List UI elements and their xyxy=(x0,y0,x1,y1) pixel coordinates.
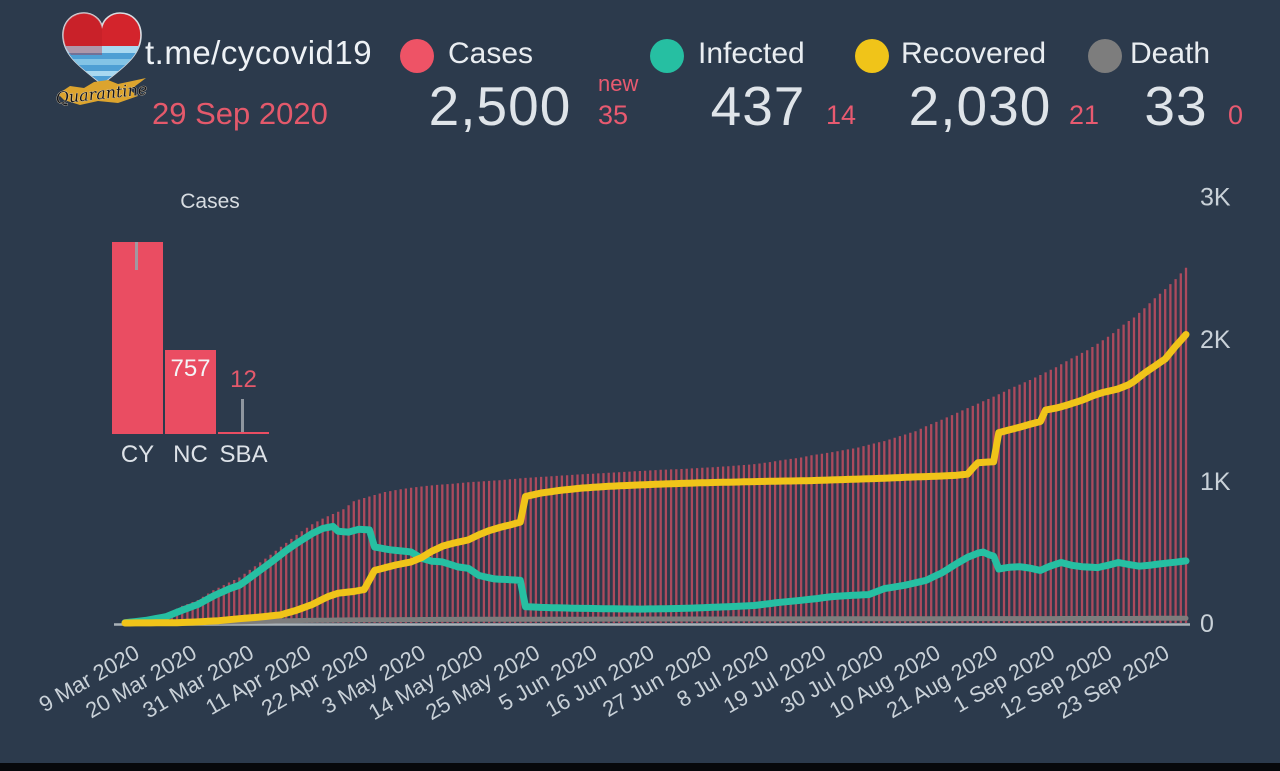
stat-delta-infected: 14 xyxy=(826,100,857,130)
stat-delta-recovered: 21 xyxy=(1069,100,1100,130)
stat-value-death: 33 xyxy=(1144,75,1208,137)
y-tick-label: 0 xyxy=(1200,610,1214,638)
region-label-nc: NC xyxy=(173,441,208,468)
stat-dot-death xyxy=(1088,39,1122,73)
region-label-cy: CY xyxy=(120,441,155,468)
cy-whisker-mark xyxy=(135,242,138,270)
channel-link: t.me/cycovid19 xyxy=(145,34,373,71)
y-tick-label: 1K xyxy=(1200,468,1231,496)
stat-label-death: Death xyxy=(1130,37,1211,70)
region-label-sba: SBA xyxy=(219,441,268,468)
stat-delta-cases: 35 xyxy=(598,100,629,130)
stat-delta-death: 0 xyxy=(1228,100,1244,130)
stat-label-recovered: Recovered xyxy=(901,37,1047,70)
stat-label-infected: Infected xyxy=(698,37,805,70)
bar-value-nc: 757 xyxy=(170,355,211,382)
quarantine-heart-logo: Quarantine xyxy=(54,12,148,108)
regional-cases-chart: 757 12 xyxy=(112,242,272,434)
recovered-line xyxy=(121,331,1190,627)
stat-dot-recovered xyxy=(855,39,889,73)
stat-dot-infected xyxy=(650,39,684,73)
bottom-strip xyxy=(0,763,1280,771)
infected-line xyxy=(121,522,1190,627)
regional-chart-title: Cases xyxy=(180,190,240,213)
stat-label-cases: Cases xyxy=(448,37,534,70)
bar-nc: 757 xyxy=(165,350,216,434)
stat-dot-cases xyxy=(400,39,434,73)
stat-value-infected: 437 xyxy=(710,75,806,137)
y-tick-label: 3K xyxy=(1200,184,1231,212)
stat-value-recovered: 2,030 xyxy=(908,75,1052,137)
stat-new-label: new xyxy=(598,71,639,96)
bar-sba xyxy=(218,432,269,434)
y-tick-label: 2K xyxy=(1200,326,1231,354)
sba-whisker-mark xyxy=(241,399,244,432)
bar-cy xyxy=(112,242,163,434)
bar-value-sba: 12 xyxy=(230,366,257,393)
report-date: 29 Sep 2020 xyxy=(152,96,328,131)
stat-value-cases: 2,500 xyxy=(428,75,572,137)
death-line xyxy=(122,615,1189,626)
